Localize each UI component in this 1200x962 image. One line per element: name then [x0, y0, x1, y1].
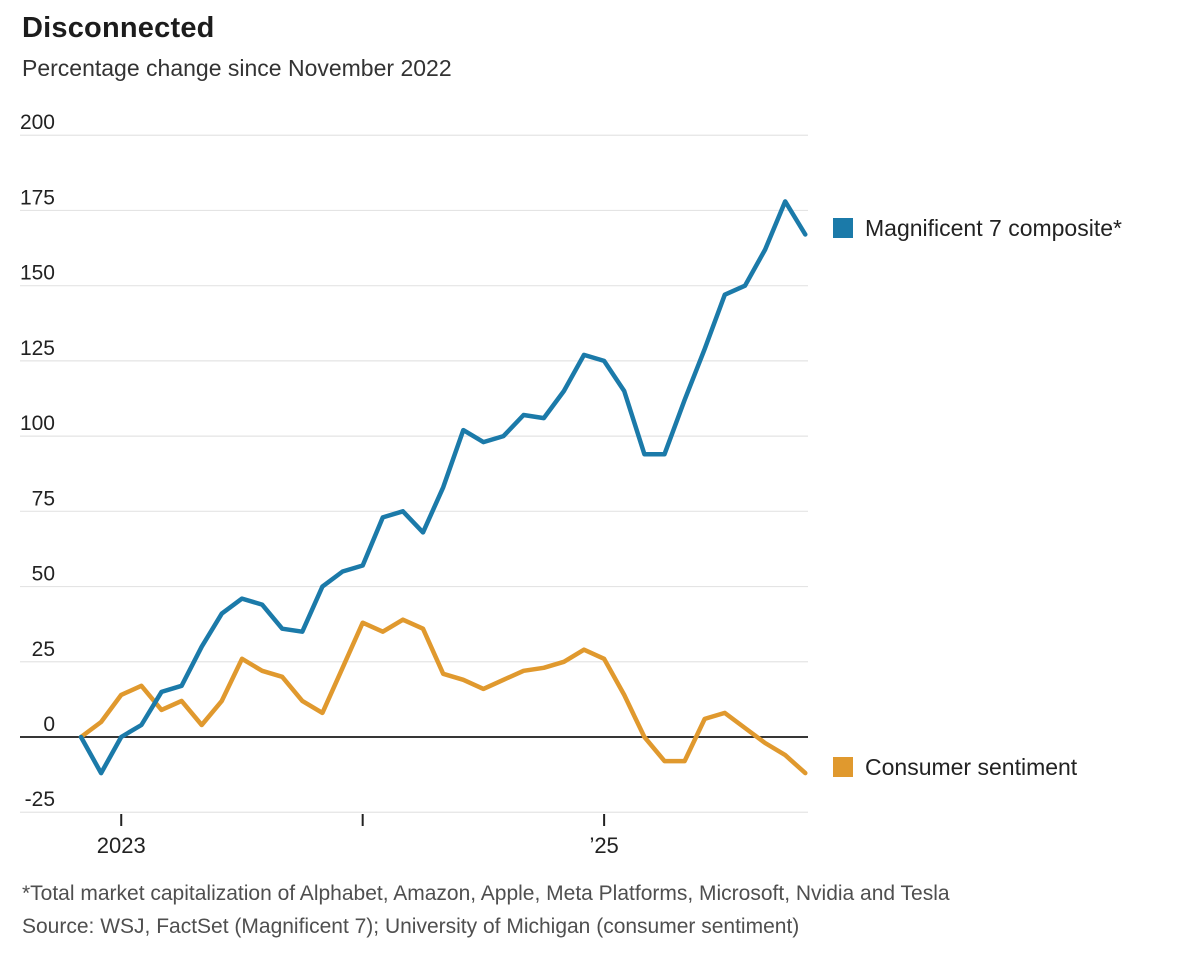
sentiment-line	[78, 617, 808, 776]
y-tick-label: 50	[32, 563, 55, 586]
chart-subtitle: Percentage change since November 2022	[22, 55, 452, 81]
footnote: *Total market capitalization of Alphabet…	[22, 882, 950, 905]
legend-label-mag7: Magnificent 7 composite*	[865, 214, 1122, 241]
y-tick-label: 0	[43, 713, 55, 736]
gridlines	[20, 134, 808, 813]
legend-item-sentiment: Consumer sentiment	[833, 753, 1078, 780]
mag7-line	[78, 199, 808, 776]
y-tick-label: 150	[20, 262, 55, 285]
y-tick-label: 125	[20, 337, 55, 360]
x-tick-label: 2023	[97, 833, 146, 858]
page-title: Disconnected	[22, 12, 215, 44]
y-axis-labels: 200 175 150 125 100 75 50 25 0 -25	[20, 111, 55, 811]
y-tick-label: 100	[20, 412, 55, 435]
legend-item-mag7: Magnificent 7 composite*	[833, 214, 1122, 241]
x-axis: 2023 ’25	[97, 814, 619, 858]
source-line: Source: WSJ, FactSet (Magnificent 7); Un…	[22, 915, 800, 938]
y-tick-label: 175	[20, 186, 55, 209]
legend-label-sentiment: Consumer sentiment	[865, 753, 1078, 780]
y-tick-label: -25	[25, 788, 55, 811]
sentiment-swatch-icon	[833, 757, 853, 777]
y-tick-label: 200	[20, 111, 55, 134]
mag7-swatch-icon	[833, 218, 853, 238]
x-tick-label: ’25	[589, 833, 618, 858]
y-tick-label: 75	[32, 487, 55, 510]
y-tick-label: 25	[32, 638, 55, 661]
